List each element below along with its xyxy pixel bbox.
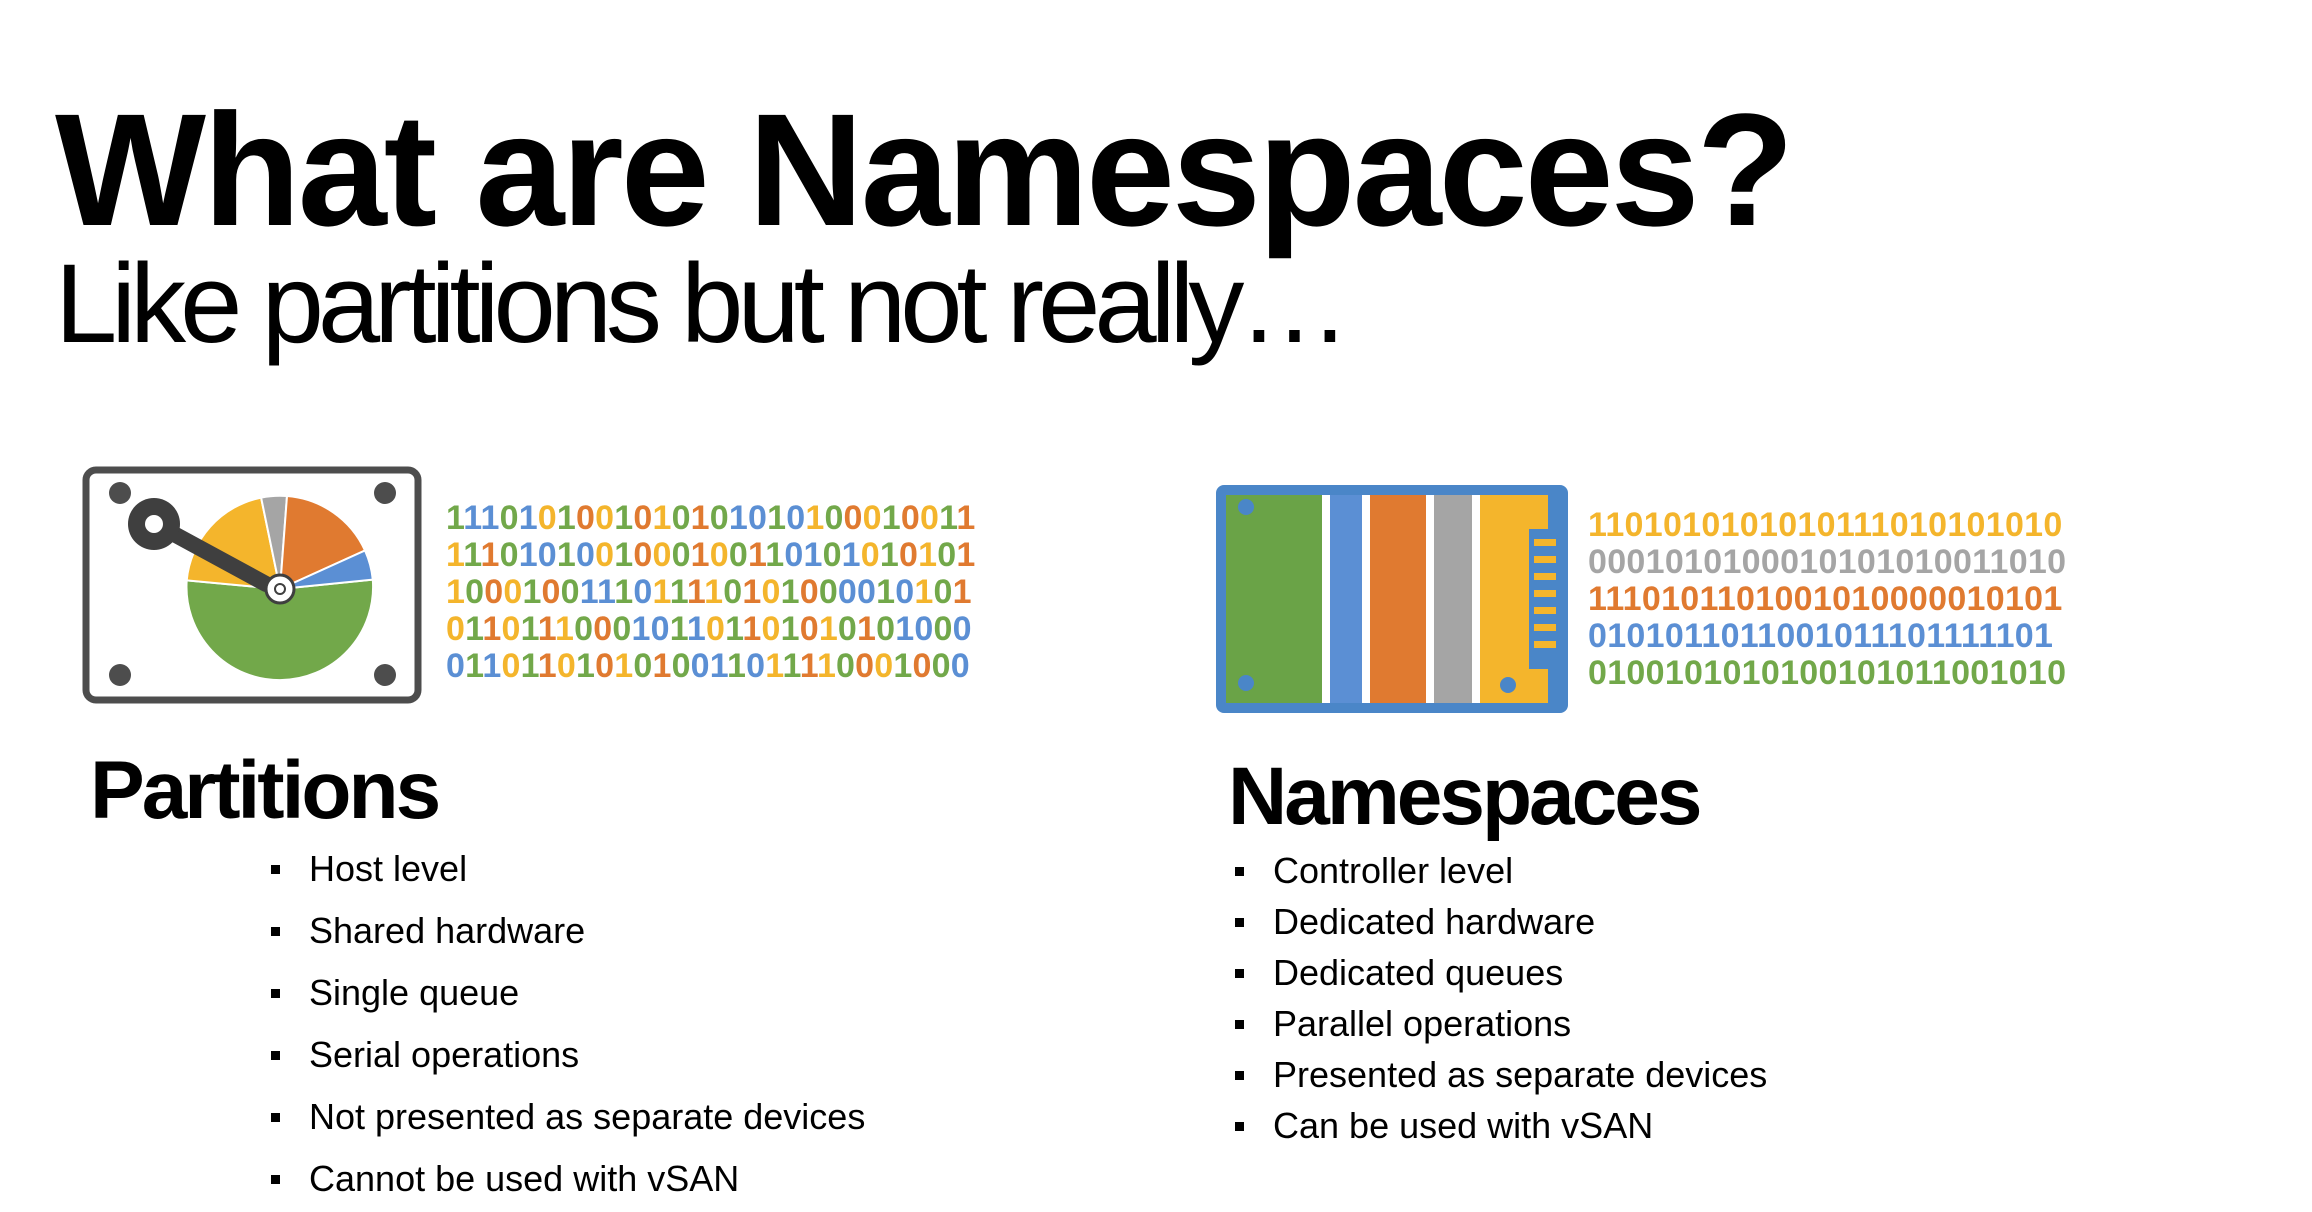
bullet-icon (1235, 1121, 1244, 1131)
list-item: Host level (268, 838, 865, 900)
binary-row: 1110101101001010000010101 (1588, 580, 2063, 618)
actuator-arm (128, 498, 274, 592)
binary-row: 1110101001010101010100010011 (446, 499, 976, 537)
list-item: Dedicated hardware (1232, 896, 1767, 947)
list-item: Dedicated queues (1232, 947, 1767, 998)
nvme-ssd-icon (1216, 485, 1568, 713)
binary-row: 0110110101010011011110001000 (446, 647, 970, 685)
binary-stream-left: 1110101001010101010100010011 111010100100… (446, 500, 975, 685)
namespaces-heading: Namespaces (1228, 751, 1702, 842)
list-item: Can be used with vSAN (1232, 1100, 1767, 1151)
binary-row: 0001010100010101010011010 (1588, 543, 2067, 581)
binary-row: 1101010101010111010101010 (1588, 506, 2063, 544)
bullet-icon (1235, 968, 1244, 978)
list-item: Presented as separate devices (1232, 1049, 1767, 1100)
list-item: Shared hardware (268, 900, 865, 962)
bullet-icon (271, 927, 280, 936)
bullet-icon (1235, 1019, 1244, 1029)
bullet-icon (271, 1113, 280, 1122)
binary-row: 1110101001000100110101010101 (446, 536, 976, 574)
binary-stream-right: 1101010101010111010101010 000101010001010… (1588, 507, 2066, 692)
bullet-icon (1235, 866, 1244, 876)
platter-pie (185, 494, 375, 682)
binary-row: 0101011011001011101111101 (1588, 617, 2054, 655)
page-subtitle: Like partitions but not really… (55, 241, 1350, 366)
bullet-icon (1235, 917, 1244, 927)
list-item: Single queue (268, 962, 865, 1024)
namespaces-bullet-list: Controller level Dedicated hardware Dedi… (1232, 845, 1767, 1151)
binary-row: 0110111000101101101010101000 (446, 610, 972, 648)
page-title: What are Namespaces? (55, 80, 1794, 259)
list-item: Parallel operations (1232, 998, 1767, 1049)
bullet-icon (271, 1175, 280, 1184)
bullet-icon (271, 865, 280, 874)
bullet-icon (271, 1051, 280, 1060)
binary-row: 1000100111011110101000010101 (446, 573, 972, 611)
list-item: Serial operations (268, 1024, 865, 1086)
list-item: Cannot be used with vSAN (268, 1148, 865, 1210)
bullet-icon (1235, 1070, 1244, 1080)
list-item: Controller level (1232, 845, 1767, 896)
hard-disk-icon (82, 466, 422, 704)
partitions-heading: Partitions (90, 745, 441, 836)
binary-row: 0100101010100101011001010 (1588, 654, 2067, 692)
partitions-bullet-list: Host level Shared hardware Single queue … (268, 838, 865, 1210)
list-item: Not presented as separate devices (268, 1086, 865, 1148)
bullet-icon (271, 989, 280, 998)
